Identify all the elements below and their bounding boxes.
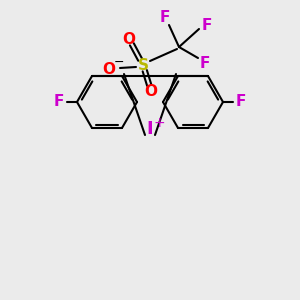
Text: O: O: [103, 62, 116, 77]
Text: F: F: [160, 11, 170, 26]
Text: −: −: [114, 56, 124, 68]
Text: O: O: [145, 83, 158, 98]
Text: F: F: [54, 94, 64, 110]
Text: +: +: [153, 116, 165, 130]
Text: I: I: [147, 120, 153, 138]
Text: O: O: [122, 32, 136, 46]
Text: S: S: [137, 58, 148, 73]
Text: F: F: [236, 94, 246, 110]
Text: F: F: [200, 56, 210, 70]
Text: F: F: [202, 17, 212, 32]
